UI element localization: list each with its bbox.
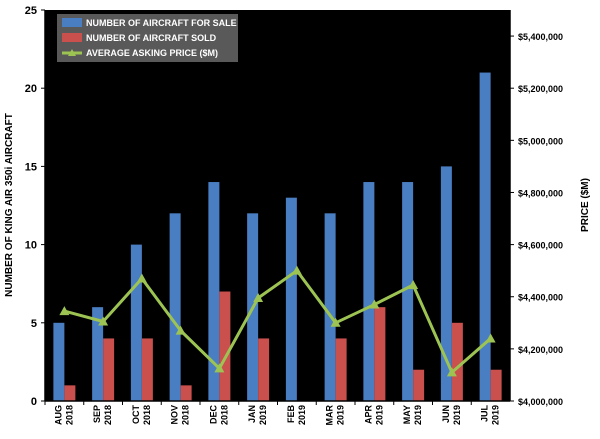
x-tick-label-month: NOV — [170, 405, 180, 425]
x-tick-label-year: 2018 — [64, 405, 74, 425]
bar-for-sale — [53, 322, 65, 401]
x-tick-label-month: APR — [363, 405, 373, 425]
bar-sold — [451, 322, 463, 401]
bar-sold — [141, 338, 153, 401]
bar-sold — [374, 307, 386, 401]
bar-sold — [180, 385, 192, 401]
x-tick-label-year: 2018 — [219, 405, 229, 425]
legend-box — [57, 14, 238, 62]
legend-swatch-sold — [62, 33, 82, 42]
y2-tick-label: $4,200,000 — [518, 345, 563, 355]
y-tick-label: 10 — [25, 240, 37, 252]
x-tick-label-month: DEC — [208, 405, 218, 425]
bar-sold — [64, 385, 76, 401]
legend-label-for-sale: NUMBER OF AIRCRAFT FOR SALE — [86, 18, 237, 28]
price-marker — [291, 265, 302, 275]
legend-label-sold: NUMBER OF AIRCRAFT SOLD — [86, 33, 217, 43]
bar-for-sale — [208, 182, 220, 401]
x-tick-label-month: FEB — [286, 404, 296, 423]
price-marker — [330, 317, 341, 327]
bar-sold — [103, 338, 115, 401]
bar-sold — [490, 369, 502, 401]
y-tick-label: 5 — [31, 318, 37, 330]
x-tick-label-year: 2018 — [142, 405, 152, 425]
y2-tick-label: $4,000,000 — [518, 397, 563, 407]
y-tick-label: 0 — [31, 396, 37, 408]
x-tick-label-month: JUN — [441, 405, 451, 423]
price-marker — [408, 280, 419, 290]
x-tick-label-year: 2019 — [374, 405, 384, 425]
legend-swatch-price-marker — [68, 49, 76, 56]
bars-layer — [53, 72, 502, 401]
bar-sold — [258, 338, 270, 401]
x-tick-label-month: JUL — [480, 405, 490, 423]
price-marker — [59, 306, 70, 316]
bar-for-sale — [479, 72, 491, 401]
y-tick-label: 25 — [25, 5, 37, 17]
x-tick-label-month: JAN — [247, 405, 257, 423]
bar-for-sale — [363, 182, 375, 401]
x-tick-label-year: 2019 — [297, 405, 307, 425]
legend-swatch-for-sale — [62, 18, 82, 27]
y-axis-left-label: NUMBER OF KING AIR 350i AIRCRAFT — [4, 113, 15, 297]
price-marker — [175, 325, 186, 335]
x-tick-label-month: AUG — [53, 405, 63, 425]
x-tick-label-year: 2019 — [491, 405, 501, 425]
price-marker — [369, 299, 380, 309]
x-tick-label-year: 2018 — [181, 405, 191, 425]
bar-for-sale — [440, 166, 452, 401]
x-tick-label-month: OCT — [131, 405, 141, 425]
y2-tick-label: $5,400,000 — [518, 32, 563, 42]
x-tick-label-year: 2018 — [103, 405, 113, 425]
x-tick-label-year: 2019 — [336, 405, 346, 425]
x-tick-label-month: MAR — [325, 405, 335, 426]
bar-sold — [413, 369, 425, 401]
price-line — [63, 269, 492, 374]
bar-for-sale — [130, 244, 142, 401]
legend-label-price: AVERAGE ASKING PRICE ($M) — [86, 48, 218, 58]
bar-for-sale — [324, 213, 336, 401]
y-tick-label: 15 — [25, 161, 37, 173]
bar-for-sale — [285, 197, 297, 401]
x-tick-label-month: SEP — [92, 405, 102, 423]
bar-sold — [335, 338, 347, 401]
x-tick-label-month: MAY — [402, 405, 412, 424]
y2-tick-label: $5,200,000 — [518, 84, 563, 94]
y-tick-label: 20 — [25, 83, 37, 95]
x-tick-label-year: 2019 — [413, 405, 423, 425]
plot-area — [45, 10, 510, 401]
bar-for-sale — [402, 182, 414, 401]
price-marker — [485, 333, 496, 343]
price-marker — [98, 316, 109, 326]
line-layer — [59, 265, 496, 377]
legend: NUMBER OF AIRCRAFT FOR SALE NUMBER OF AI… — [57, 14, 238, 62]
y2-tick-label: $4,800,000 — [518, 188, 563, 198]
bar-for-sale — [169, 213, 181, 401]
x-tick-label-year: 2019 — [452, 405, 462, 425]
axes-layer: 0 5 10 15 20 25 $4,000,000 $4,200,000 $4,400,000… — [25, 5, 563, 426]
price-marker — [446, 367, 457, 377]
bar-sold — [219, 291, 231, 401]
price-marker — [136, 273, 147, 283]
bar-for-sale — [92, 307, 104, 401]
y2-tick-label: $5,000,000 — [518, 136, 563, 146]
y2-tick-label: $4,600,000 — [518, 241, 563, 251]
x-tick-label-year: 2019 — [258, 405, 268, 425]
price-marker — [214, 363, 225, 373]
price-marker — [253, 293, 264, 303]
y2-tick-label: $4,400,000 — [518, 293, 563, 303]
y-axis-right-label: PRICE ($M) — [580, 178, 591, 232]
